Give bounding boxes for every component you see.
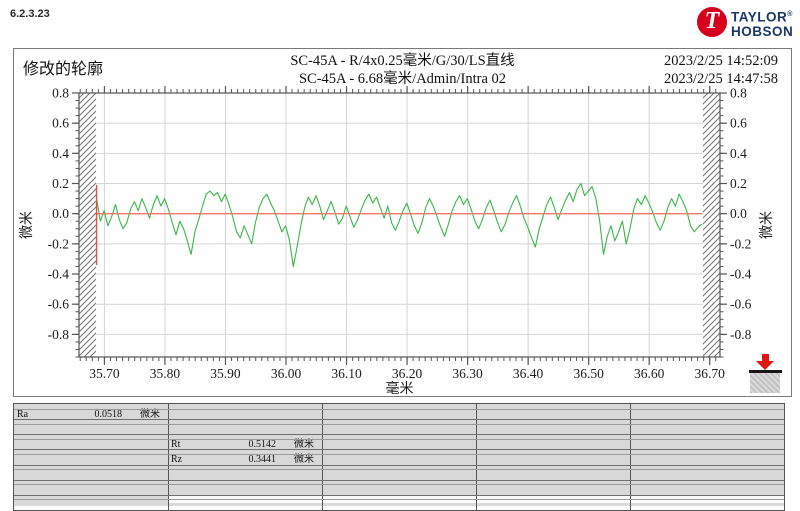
table-row-divider [14,423,784,425]
svg-text:-0.4: -0.4 [730,267,752,282]
chart-title: 修改的轮廓 [23,61,104,78]
svg-text:35.80: 35.80 [150,366,181,381]
timestamp-measure: 2023/2/25 14:47:58 [664,71,778,87]
parameter-name: Rz [171,454,183,466]
svg-text:0.8: 0.8 [52,86,69,101]
table-row-divider [14,408,784,410]
parameter-cell-rt[interactable]: Rt 0.5142 微米 [168,439,320,450]
svg-text:35.90: 35.90 [210,366,241,381]
results-table: Ra 0.0518 微米 Rt 0.5142 微米 Rz 0.3441 微米 [13,403,785,511]
svg-text:35.70: 35.70 [89,366,120,381]
svg-text:0.0: 0.0 [52,206,69,221]
profile-chart-panel: 修改的轮廓 SC-45A - R/4x0.25毫米/G/30/LS直线 SC-45… [13,48,792,397]
svg-text:微米: 微米 [19,211,35,239]
svg-text:-0.2: -0.2 [48,236,69,251]
svg-text:36.60: 36.60 [634,366,665,381]
table-row-divider [14,484,784,486]
parameter-name: Rt [171,439,181,451]
table-row-divider [14,464,784,466]
parameter-unit: 微米 [140,408,160,420]
app-version: 6.2.3.23 [10,8,50,20]
logo-circle-icon: T [697,7,727,37]
svg-text:0.6: 0.6 [52,116,69,131]
svg-text:0.4: 0.4 [52,146,69,161]
svg-text:36.50: 36.50 [573,366,604,381]
surface-line [749,370,782,373]
svg-text:毫米: 毫米 [386,380,414,396]
svg-text:36.40: 36.40 [513,366,544,381]
stylus-arrow-head [756,361,774,370]
svg-text:-0.8: -0.8 [730,327,752,342]
svg-text:微米: 微米 [759,211,775,239]
svg-text:0.2: 0.2 [52,176,69,191]
svg-text:36.20: 36.20 [392,366,423,381]
svg-text:0.8: 0.8 [730,86,747,101]
stylus-position-icon [749,354,783,394]
table-column-divider [322,404,323,510]
svg-text:0.0: 0.0 [730,206,747,221]
logo-registered-mark: ® [787,11,793,18]
parameter-cell-rz[interactable]: Rz 0.3441 微米 [168,454,320,465]
svg-text:-0.2: -0.2 [730,236,751,251]
table-row-divider [14,419,784,421]
surface-block [750,373,780,393]
table-row-divider [14,438,784,440]
parameter-value: 0.3441 [248,454,277,466]
table-row-divider [14,453,784,455]
condition-line1: SC-45A - R/4x0.25毫米/G/30/LS直线 [290,53,515,69]
profile-plot: 0.8 0.8 0.6 0.6 0.4 0.4 0.2 0.2 0.0 0.0 -0.2 -0.2 -0… [19,86,775,397]
table-column-divider [168,404,169,510]
taylor-hobson-logo: T TAYLOR® HOBSON [697,6,793,40]
svg-text:36.70: 36.70 [695,366,726,381]
svg-text:-0.4: -0.4 [48,267,70,282]
table-row-divider [14,499,784,501]
table-row-divider [14,479,784,481]
svg-text:36.00: 36.00 [271,366,302,381]
table-row-divider [14,494,784,496]
table-column-divider [630,404,631,510]
parameter-value: 0.5142 [248,439,277,451]
parameter-value: 0.0518 [94,408,123,420]
parameter-unit: 微米 [294,454,314,466]
condition-line2: SC-45A - 6.68毫米/Admin/Intra 02 [298,71,507,87]
timestamps: 2023/2/25 14:52:09 2023/2/25 14:47:58 [664,52,778,88]
measurement-conditions: SC-45A - R/4x0.25毫米/G/30/LS直线 SC-45A - 6.… [14,52,791,88]
svg-text:-0.6: -0.6 [48,297,70,312]
parameter-name: Ra [17,408,29,420]
parameter-cell-ra[interactable]: Ra 0.0518 微米 [14,409,166,420]
svg-text:36.30: 36.30 [452,366,483,381]
logo-line1: TAYLOR [731,9,788,25]
svg-text:0.6: 0.6 [730,116,747,131]
table-row-divider [14,469,784,471]
stylus-arrow-stem [762,354,769,362]
table-row-divider [14,434,784,436]
table-row-divider [14,449,784,451]
svg-text:0.2: 0.2 [730,176,747,191]
logo-line2: HOBSON [731,23,794,39]
svg-text:36.10: 36.10 [331,366,362,381]
svg-text:0.4: 0.4 [730,146,747,161]
logo-wordmark: TAYLOR® HOBSON [731,8,793,39]
svg-text:-0.8: -0.8 [48,327,70,342]
timestamp-analysis: 2023/2/25 14:52:09 [664,53,778,69]
svg-text:-0.6: -0.6 [730,297,752,312]
parameter-unit: 微米 [294,439,314,451]
table-white-row [14,506,784,510]
table-column-divider [476,404,477,510]
